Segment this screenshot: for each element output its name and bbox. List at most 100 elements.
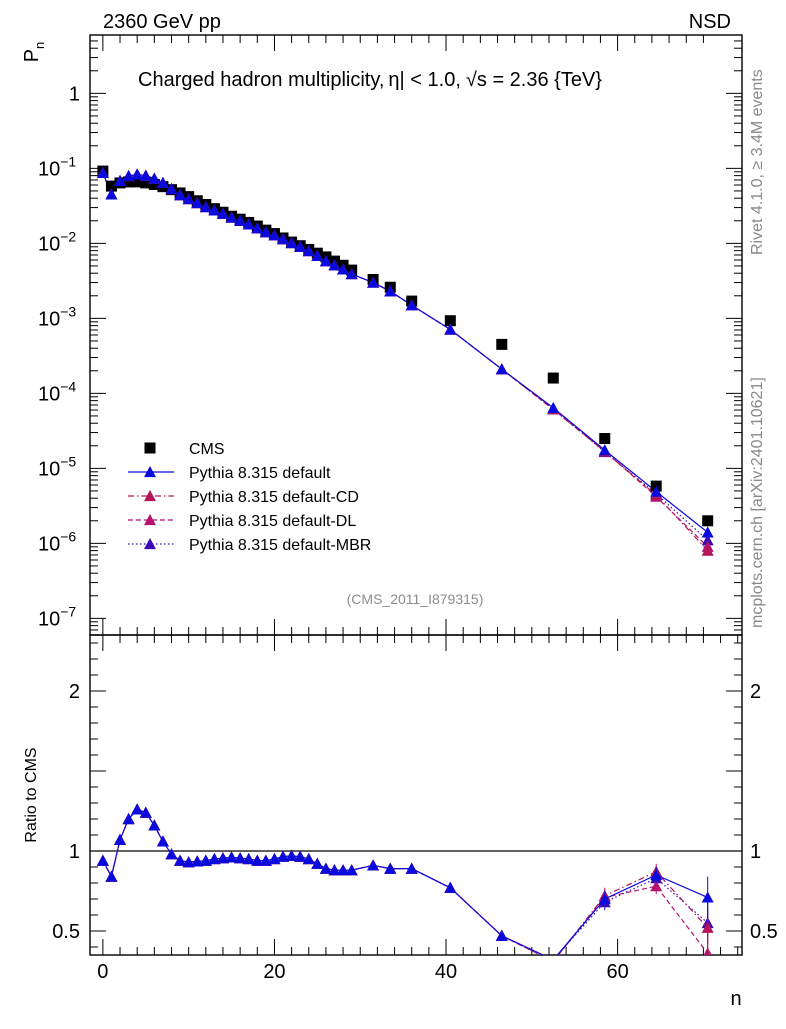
- ratio-series-layer: [96, 803, 714, 966]
- x-axis-label: n: [730, 988, 741, 1010]
- ratio-clipped-group: [96, 803, 714, 966]
- ratio-data-point: [234, 852, 247, 864]
- ratio-data-point: [242, 853, 255, 865]
- ratio-data-point: [302, 853, 315, 865]
- cms-data-point: [496, 338, 508, 350]
- mc-data-point: [191, 197, 204, 209]
- mc-data-point: [302, 245, 315, 257]
- ratio-data-point: [131, 803, 144, 815]
- mc-data-point: [225, 211, 238, 223]
- ratio-data-point: [174, 854, 187, 866]
- mc-data-point: [122, 170, 135, 182]
- mc-data-point: [285, 237, 298, 249]
- ratio-data-point: [148, 819, 161, 831]
- analysis-reference: (CMS_2011_I879315): [347, 591, 484, 607]
- legend-label: Pythia 8.315 default-DL: [189, 513, 356, 530]
- ratio-plot-frame: [89, 634, 743, 956]
- cms-data-point: [599, 433, 611, 445]
- ratio-data-point: [139, 806, 152, 818]
- ratio-data-point: [96, 854, 109, 866]
- ratio-y-tick-label-right: 1: [750, 841, 761, 863]
- mc-data-point: [405, 299, 418, 311]
- ratio-y-tick-label-left: 2: [69, 681, 80, 703]
- ratio-data-point: [384, 862, 397, 874]
- mc-data-point: [650, 485, 663, 497]
- legend-label: Pythia 8.315 default-MBR: [189, 537, 371, 554]
- main-axes: 10−7 10−6 10−5 10−4 10−3 10−2 10−1 1: [38, 34, 742, 636]
- eta-symbol: η: [388, 69, 399, 91]
- mc-data-point: [311, 249, 324, 262]
- mc-data-point: [234, 214, 247, 226]
- rivet-note: Rivet 4.1.0, ≥ 3.4M events: [749, 69, 766, 255]
- plot-title-rest: | < 1.0,: [400, 69, 461, 91]
- x-tick-label: 0: [97, 961, 108, 983]
- mc-data-point: [547, 401, 560, 413]
- mc-data-point: [319, 255, 332, 267]
- mc-data-point: [701, 534, 714, 546]
- ratio-y-tick-label-right: 0.5: [750, 921, 778, 943]
- ratio-data-point: [650, 869, 663, 881]
- legend-marker: [144, 490, 156, 502]
- cms-data-point: [131, 176, 143, 188]
- ratio-data-point: [251, 854, 264, 866]
- ratio-data-point: [216, 852, 229, 864]
- mc-data-point: [139, 169, 152, 181]
- y-tick-label: 10−7: [38, 603, 76, 630]
- ratio-data-point: [199, 854, 212, 866]
- ratio-data-point: [328, 864, 341, 876]
- ratio-data-point: [319, 862, 332, 874]
- y-tick-label: 10−6: [38, 528, 76, 555]
- mc-data-point: [242, 218, 255, 230]
- cms-data-point: [105, 180, 117, 192]
- mc-data-point: [165, 183, 178, 195]
- cms-data-point: [547, 372, 559, 384]
- ratio-data-point: [650, 880, 663, 892]
- ratio-data-point: [701, 921, 714, 933]
- ratio-data-point: [122, 813, 135, 825]
- mc-data-point: [701, 544, 714, 556]
- cms-data-point: [444, 315, 456, 327]
- y-tick-label: 10−5: [38, 453, 76, 480]
- ratio-line-pythia-8-315-default-mbr: [102, 808, 709, 955]
- ratio-data-point: [598, 893, 611, 905]
- legend: CMS Pythia 8.315 default Pythia 8.315 defa…: [128, 441, 371, 554]
- mc-data-point: [598, 444, 611, 456]
- mc-data-point: [96, 166, 109, 178]
- plot-title-prefix: Charged hadron multiplicity,: [138, 69, 384, 91]
- ratio-line-pythia-8-315-default: [102, 808, 708, 955]
- ratio-data-point: [268, 853, 281, 865]
- legend-label: CMS: [189, 441, 225, 458]
- mc-data-point: [174, 189, 187, 201]
- main-series-layer: [96, 165, 714, 556]
- mc-data-point: [259, 226, 272, 238]
- mc-data-point: [114, 174, 127, 187]
- mc-data-point: [199, 201, 212, 213]
- cms-data-point: [702, 515, 714, 527]
- ratio-y-tick-label-right: 2: [750, 681, 761, 703]
- cms-data-point: [123, 176, 135, 188]
- mcplots-note: mcplots.cern.ch [arXiv:2401.10621]: [749, 377, 766, 628]
- ratio-data-point: [105, 870, 118, 882]
- ratio-data-point: [337, 864, 350, 876]
- cms-data-point: [140, 177, 152, 189]
- sqrt-s-symbol: √s: [466, 69, 487, 91]
- y-tick-label: 1: [69, 83, 80, 105]
- ratio-data-point: [182, 856, 195, 868]
- mc-data-point: [384, 285, 397, 297]
- ratio-data-point: [547, 955, 559, 966]
- legend-marker-cms: [144, 442, 156, 454]
- ratio-data-point: [444, 881, 457, 893]
- mc-data-point: [268, 229, 281, 241]
- process-label: NSD: [689, 11, 731, 33]
- mc-data-point: [328, 259, 341, 271]
- plot-title-tail: = 2.36 {TeV}: [487, 69, 602, 91]
- mc-data-point: [131, 168, 144, 180]
- ratio-axes: 0.5 0.51 12 20 20 40 60: [52, 635, 778, 983]
- main-plot-frame: [89, 34, 743, 636]
- legend-marker: [144, 466, 156, 478]
- ratio-data-point: [547, 955, 559, 966]
- legend-label: Pythia 8.315 default: [189, 465, 331, 482]
- y-axis-label-main: Pn: [21, 42, 47, 63]
- ratio-data-point: [225, 851, 238, 863]
